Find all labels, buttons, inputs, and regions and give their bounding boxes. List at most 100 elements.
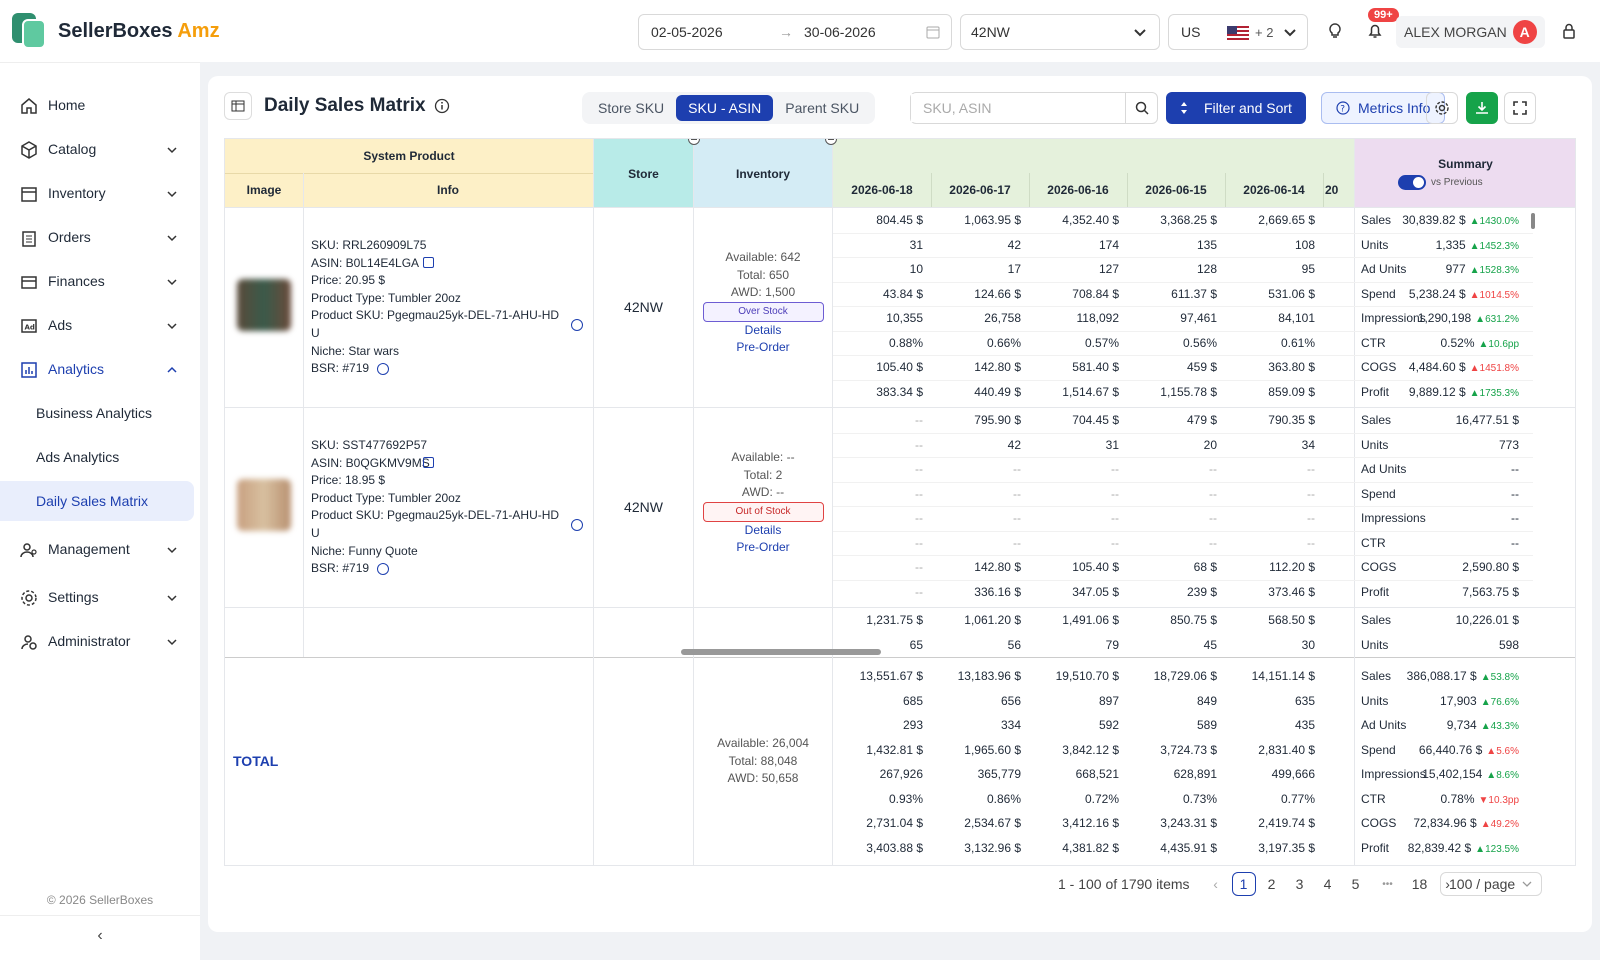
sidebar-item-analytics[interactable]: Analytics [0, 349, 200, 389]
info-icon[interactable] [434, 98, 450, 114]
summary-label: Impressions [1361, 311, 1426, 325]
external-link-icon[interactable] [423, 257, 434, 268]
date-column-header[interactable]: 2026-06-17 [949, 183, 1011, 197]
page-18[interactable]: 18 [1411, 876, 1428, 892]
metric-value: 459 $ [1186, 360, 1217, 374]
home-icon [21, 98, 37, 114]
info-icon[interactable] [571, 319, 583, 331]
filter-sort-button[interactable]: Filter and Sort [1166, 92, 1306, 124]
external-link-icon[interactable] [423, 457, 434, 468]
page-1[interactable]: 1 [1231, 872, 1256, 896]
product-image[interactable] [237, 279, 291, 331]
summary-metric: 5,238.24 $ [1408, 286, 1466, 301]
product-asin[interactable]: ASIN: B0L14E4LGA [311, 255, 420, 270]
product-asin[interactable]: ASIN: B0QGKMV9MS [311, 455, 430, 470]
date-column-header[interactable]: 2026-06-16 [1047, 183, 1109, 197]
sidebar-item-catalog[interactable]: Catalog [0, 129, 200, 169]
sidebar-item-orders[interactable]: Orders [0, 217, 200, 257]
tab-store-sku[interactable]: Store SKU [598, 100, 665, 116]
total-value: 435 [1294, 718, 1315, 732]
summary-row: Spend 5,238.24 $ ▲1014.5% [1355, 283, 1525, 307]
date-range-picker[interactable]: 02-05-2026 → 30-06-2026 [638, 14, 952, 50]
prev-page-button[interactable]: ‹ [1213, 876, 1218, 892]
pre-order-link[interactable]: Pre-Order [736, 340, 790, 355]
summary-metric: 9,734 [1446, 718, 1477, 732]
fullscreen-button[interactable] [1504, 92, 1536, 124]
download-button[interactable] [1466, 92, 1498, 124]
more-pages[interactable]: ••• [1382, 878, 1393, 890]
metric-value: 142.80 $ [974, 560, 1021, 574]
details-link[interactable]: Details [744, 322, 782, 337]
sidebar-subitem-daily-sales-matrix[interactable]: Daily Sales Matrix [0, 481, 194, 521]
sidebar-item-finances[interactable]: Finances [0, 261, 200, 301]
app-logo[interactable]: SellerBoxes Amz [12, 13, 220, 49]
store-select[interactable]: 42NW [960, 14, 1160, 50]
tab-sku-asin[interactable]: SKU - ASIN [676, 95, 774, 121]
metric-value: 708.84 $ [1072, 286, 1119, 301]
metric-value: -- [1209, 462, 1217, 476]
sidebar-subitem-ads-analytics[interactable]: Ads Analytics [36, 449, 120, 465]
summary-metric: -- [1511, 511, 1519, 525]
info-icon[interactable] [377, 563, 389, 575]
sidebar-subitem-business-analytics[interactable]: Business Analytics [36, 405, 152, 421]
total-value: 3,243.31 $ [1160, 816, 1217, 830]
sidebar-item-management[interactable]: Management [0, 529, 200, 569]
page-2[interactable]: 2 [1267, 876, 1276, 892]
sidebar-item-ads[interactable]: Ad Ads [0, 305, 200, 345]
date-column-header[interactable]: 20 [1325, 183, 1339, 197]
settings-button[interactable] [1426, 92, 1458, 124]
metric-value: 97,461 [1180, 311, 1217, 325]
total-total: Total: 88,048 [728, 753, 798, 768]
total-value: 1,965.60 $ [964, 742, 1021, 757]
date-to[interactable]: 30-06-2026 [804, 24, 876, 40]
user-menu[interactable]: ALEX MORGAN A [1396, 16, 1545, 48]
horizontal-scrollbar[interactable] [681, 649, 881, 655]
logo-mark-icon [12, 13, 48, 49]
metric-value: -- [1013, 511, 1021, 525]
sidebar-item-home[interactable]: Home [0, 85, 200, 125]
pre-order-link[interactable]: Pre-Order [736, 540, 790, 555]
page-size-value: 100 / page [1449, 876, 1516, 892]
summary-column-header: Summary [1438, 157, 1493, 171]
search-button[interactable] [1125, 93, 1157, 123]
sidebar-item-label: Administrator [48, 633, 131, 649]
metric-value: 26,758 [984, 311, 1021, 325]
page-4[interactable]: 4 [1323, 876, 1332, 892]
sidebar-item-inventory[interactable]: Inventory [0, 173, 200, 213]
lock-icon[interactable] [1560, 22, 1578, 40]
summary-label: Units [1361, 237, 1389, 252]
metric-value: 850.75 $ [1170, 613, 1217, 627]
search-input[interactable] [911, 94, 1121, 122]
info-icon[interactable] [377, 363, 389, 375]
store-cell: 42NW [624, 299, 663, 315]
date-column-header[interactable]: 2026-06-14 [1243, 183, 1305, 197]
row-divider [833, 555, 1533, 556]
lightbulb-icon[interactable] [1326, 22, 1344, 40]
page-size-select[interactable]: 100 / page [1440, 872, 1543, 896]
info-icon[interactable] [571, 519, 583, 531]
bell-icon[interactable] [1366, 22, 1384, 40]
date-from[interactable]: 02-05-2026 [651, 24, 723, 40]
total-value: 685 [902, 693, 923, 708]
summary-change: ▲123.5% [1475, 843, 1519, 855]
metrics-info-button[interactable]: ? Metrics Info [1321, 92, 1446, 124]
country-select[interactable]: US + 2 [1168, 14, 1308, 50]
date-column-header[interactable]: 2026-06-18 [851, 183, 913, 197]
date-column-header[interactable]: 2026-06-15 [1145, 183, 1207, 197]
sidebar-item-settings[interactable]: Settings [0, 577, 200, 617]
product-info: SKU: RRL260909L75 ASIN: B0L14E4LGA Price: … [311, 237, 589, 378]
summary-change: ▲1014.5% [1469, 289, 1519, 301]
vs-previous-toggle[interactable] [1398, 175, 1426, 190]
next-page-button[interactable]: › [1445, 876, 1450, 892]
page-3[interactable]: 3 [1295, 876, 1304, 892]
summary-label: Ad Units [1361, 262, 1407, 276]
page-5[interactable]: 5 [1351, 876, 1360, 892]
details-link[interactable]: Details [744, 522, 782, 537]
collapse-sidebar-button[interactable]: ‹ [0, 915, 200, 955]
metric-value: 4,352.40 $ [1062, 213, 1119, 227]
vertical-scrollbar[interactable] [1531, 213, 1535, 229]
sidebar-item-administrator[interactable]: Administrator [0, 621, 200, 661]
product-image[interactable] [237, 479, 291, 531]
summary-row: Spend -- [1355, 483, 1525, 507]
tab-parent-sku[interactable]: Parent SKU [785, 100, 860, 116]
